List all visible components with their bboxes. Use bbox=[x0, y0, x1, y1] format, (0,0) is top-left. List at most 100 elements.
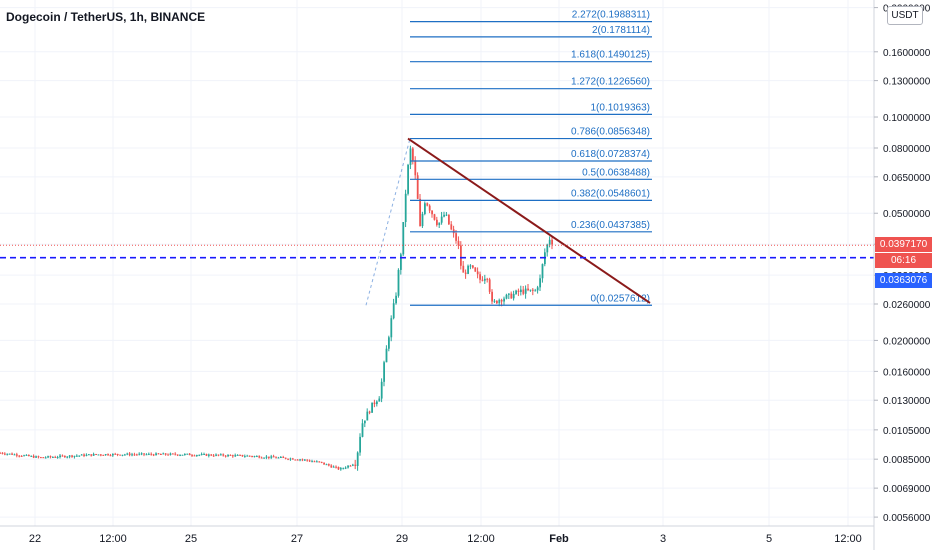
candle-body bbox=[498, 299, 501, 304]
y-tick-label: 0.0130000 bbox=[883, 396, 931, 407]
candle-body bbox=[150, 453, 153, 455]
grid-lines bbox=[0, 0, 874, 526]
x-tick-label: 27 bbox=[291, 533, 303, 545]
candle-body bbox=[164, 453, 167, 455]
fib-trend-line bbox=[365, 138, 411, 306]
candle-body bbox=[457, 240, 460, 246]
candle-body bbox=[244, 456, 246, 458]
candle-body bbox=[263, 457, 265, 459]
candle-body bbox=[536, 287, 539, 291]
candle-body bbox=[220, 454, 222, 456]
candle-body bbox=[35, 456, 37, 458]
candle-body bbox=[438, 222, 441, 225]
candle-body bbox=[359, 436, 361, 453]
y-tick-label: 0.0200000 bbox=[883, 336, 931, 347]
candle-body bbox=[128, 453, 131, 456]
candle-body bbox=[517, 290, 520, 292]
candle-body bbox=[352, 464, 354, 466]
y-tick-label: 0.0500000 bbox=[883, 209, 931, 220]
candle-body bbox=[174, 453, 177, 455]
candle-body bbox=[529, 289, 532, 291]
candle-body bbox=[258, 456, 261, 458]
candles bbox=[0, 145, 553, 471]
candle-body bbox=[426, 203, 429, 206]
drawing-lines[interactable] bbox=[0, 137, 874, 304]
candle-body bbox=[472, 265, 474, 268]
candle-body bbox=[251, 456, 253, 458]
fib-level-label: 0.618(0.0728374) bbox=[571, 149, 650, 160]
candle-body bbox=[73, 455, 76, 457]
candle-body bbox=[366, 411, 369, 421]
candle-body bbox=[59, 455, 61, 458]
candle-body bbox=[469, 265, 472, 267]
candle-body bbox=[66, 456, 69, 458]
candle-body bbox=[448, 214, 450, 225]
candle-body bbox=[270, 456, 273, 458]
candle-body bbox=[414, 160, 417, 176]
currency-button[interactable]: USDT bbox=[887, 6, 923, 25]
candle-body bbox=[368, 411, 371, 413]
candle-body bbox=[126, 453, 129, 455]
trend-line[interactable] bbox=[407, 137, 651, 304]
candle-body bbox=[318, 461, 321, 463]
candle-body bbox=[16, 454, 18, 456]
candle-body bbox=[224, 455, 227, 457]
last-price-badge: 0.0397170 bbox=[875, 237, 932, 252]
candle-body bbox=[205, 453, 208, 456]
x-tick-label: 12:00 bbox=[834, 533, 862, 545]
candle-body bbox=[102, 454, 105, 456]
candle-body bbox=[337, 466, 340, 470]
candle-body bbox=[505, 294, 508, 299]
fib-level-label: 0.786(0.0856348) bbox=[571, 127, 650, 138]
candle-body bbox=[47, 456, 49, 458]
candle-body bbox=[532, 289, 534, 291]
candle-body bbox=[522, 289, 525, 294]
candle-body bbox=[11, 453, 13, 455]
candle-body bbox=[80, 454, 83, 456]
y-tick-label: 0.0650000 bbox=[883, 173, 931, 184]
candle-body bbox=[361, 423, 364, 437]
candle-body bbox=[78, 455, 81, 457]
candle-body bbox=[325, 464, 328, 466]
candle-body bbox=[248, 455, 251, 457]
candle-body bbox=[152, 454, 155, 456]
chart-title: Dogecoin / TetherUS, 1h, BINANCE bbox=[6, 10, 206, 24]
candle-body bbox=[138, 453, 141, 455]
candle-body bbox=[496, 300, 498, 304]
candle-body bbox=[284, 457, 287, 459]
candle-body bbox=[124, 454, 126, 456]
candle-body bbox=[140, 453, 143, 455]
candle-body bbox=[32, 455, 35, 458]
candle-body bbox=[49, 456, 52, 458]
candle-body bbox=[476, 271, 479, 275]
candle-body bbox=[548, 239, 551, 245]
candle-body bbox=[256, 456, 258, 458]
candle-body bbox=[301, 459, 304, 461]
candle-body bbox=[85, 454, 88, 456]
candle-body bbox=[371, 402, 373, 413]
candle-body bbox=[104, 454, 107, 456]
candle-body bbox=[210, 454, 213, 456]
candle-body bbox=[116, 453, 119, 455]
candle-body bbox=[397, 269, 400, 296]
candle-body bbox=[520, 289, 522, 292]
y-tick-label: 0.0056000 bbox=[883, 513, 931, 524]
candle-body bbox=[400, 254, 402, 270]
candle-body bbox=[236, 454, 239, 456]
candle-body bbox=[445, 214, 448, 216]
candle-body bbox=[215, 454, 217, 456]
candle-body bbox=[524, 288, 527, 294]
candle-body bbox=[232, 455, 234, 457]
candle-body bbox=[246, 455, 249, 457]
candle-body bbox=[169, 453, 172, 455]
fibonacci-levels[interactable]: 2.272(0.1988311) 2(0.1781114) 1.618(0.1490… bbox=[365, 10, 652, 306]
candle-body bbox=[184, 453, 186, 455]
candle-body bbox=[287, 458, 289, 460]
fib-level-label: 2(0.1781114) bbox=[592, 25, 650, 36]
candle-body bbox=[328, 464, 330, 466]
candle-body bbox=[208, 454, 210, 456]
candle-body bbox=[479, 274, 481, 280]
